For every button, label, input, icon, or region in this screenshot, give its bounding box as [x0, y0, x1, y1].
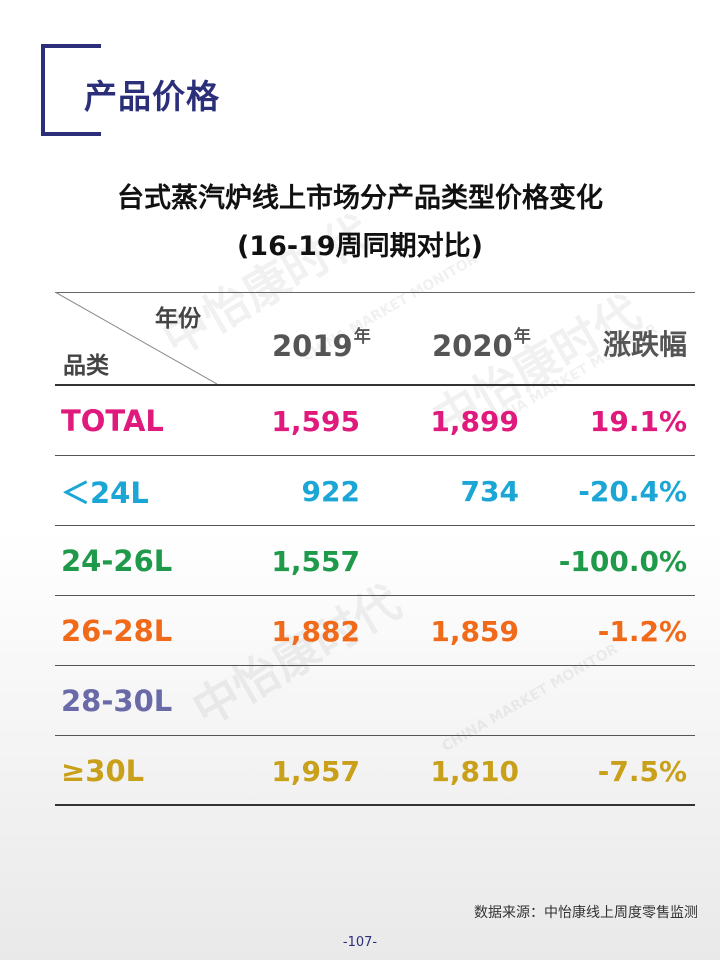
- title-bracket: [41, 44, 101, 136]
- row-category: 28-30L: [61, 684, 173, 718]
- row-divider: [55, 735, 695, 806]
- value-2020: 1,899: [430, 404, 519, 438]
- change-percent: 19.1%: [589, 404, 687, 438]
- column-header-change: 涨跌幅: [602, 328, 687, 361]
- row-divider: [55, 665, 695, 736]
- table-row: TOTAL 1,595 1,899 19.1%: [55, 386, 695, 456]
- table-title: 台式蒸汽炉线上市场分产品类型价格变化: [117, 183, 603, 214]
- header-rule: [55, 384, 695, 386]
- value-2019: 1,595: [271, 404, 360, 438]
- header-year-label: 年份: [155, 306, 201, 332]
- value-2020: 1,859: [430, 614, 519, 648]
- row-category: 26-28L: [61, 614, 173, 648]
- page-number: -107-: [342, 935, 378, 950]
- change-percent: -1.2%: [597, 614, 687, 648]
- row-category: 24-26L: [61, 544, 173, 578]
- value-2020: 734: [460, 474, 519, 508]
- change-percent: -100.0%: [558, 544, 687, 578]
- value-2019: 1,882: [271, 614, 360, 648]
- table-row: 28-30L: [55, 666, 695, 736]
- change-percent: -7.5%: [597, 754, 687, 788]
- column-header-2020: 2020年: [432, 327, 531, 363]
- table-row: 24-26L 1,557 -100.0%: [55, 526, 695, 596]
- table-top-rule: [55, 292, 695, 293]
- row-category: ≥30L: [61, 754, 145, 788]
- value-2019: 1,557: [271, 544, 360, 578]
- header-diagonal-line: [55, 292, 218, 384]
- table-row: ≥30L 1,957 1,810 -7.5%: [55, 736, 695, 806]
- row-divider: [55, 455, 695, 526]
- data-source-note: 数据来源：中怡康线上周度零售监测: [474, 905, 698, 921]
- header-category-label: 品类: [63, 353, 109, 379]
- table-row: ＜24L 922 734 -20.4%: [55, 456, 695, 526]
- table-bottom-rule: [55, 804, 695, 806]
- change-percent: -20.4%: [578, 474, 687, 508]
- value-2019: 1,957: [271, 754, 360, 788]
- value-2019: 922: [301, 474, 360, 508]
- table-subtitle: (16-19周同期对比): [236, 231, 484, 262]
- row-category: ＜24L: [61, 476, 149, 510]
- row-category: TOTAL: [61, 404, 164, 438]
- column-header-2019: 2019年: [272, 327, 371, 363]
- value-2020: 1,810: [430, 754, 519, 788]
- row-divider: [55, 525, 695, 596]
- page-title: 产品价格: [84, 77, 220, 116]
- row-divider: [55, 595, 695, 666]
- table-row: 26-28L 1,882 1,859 -1.2%: [55, 596, 695, 666]
